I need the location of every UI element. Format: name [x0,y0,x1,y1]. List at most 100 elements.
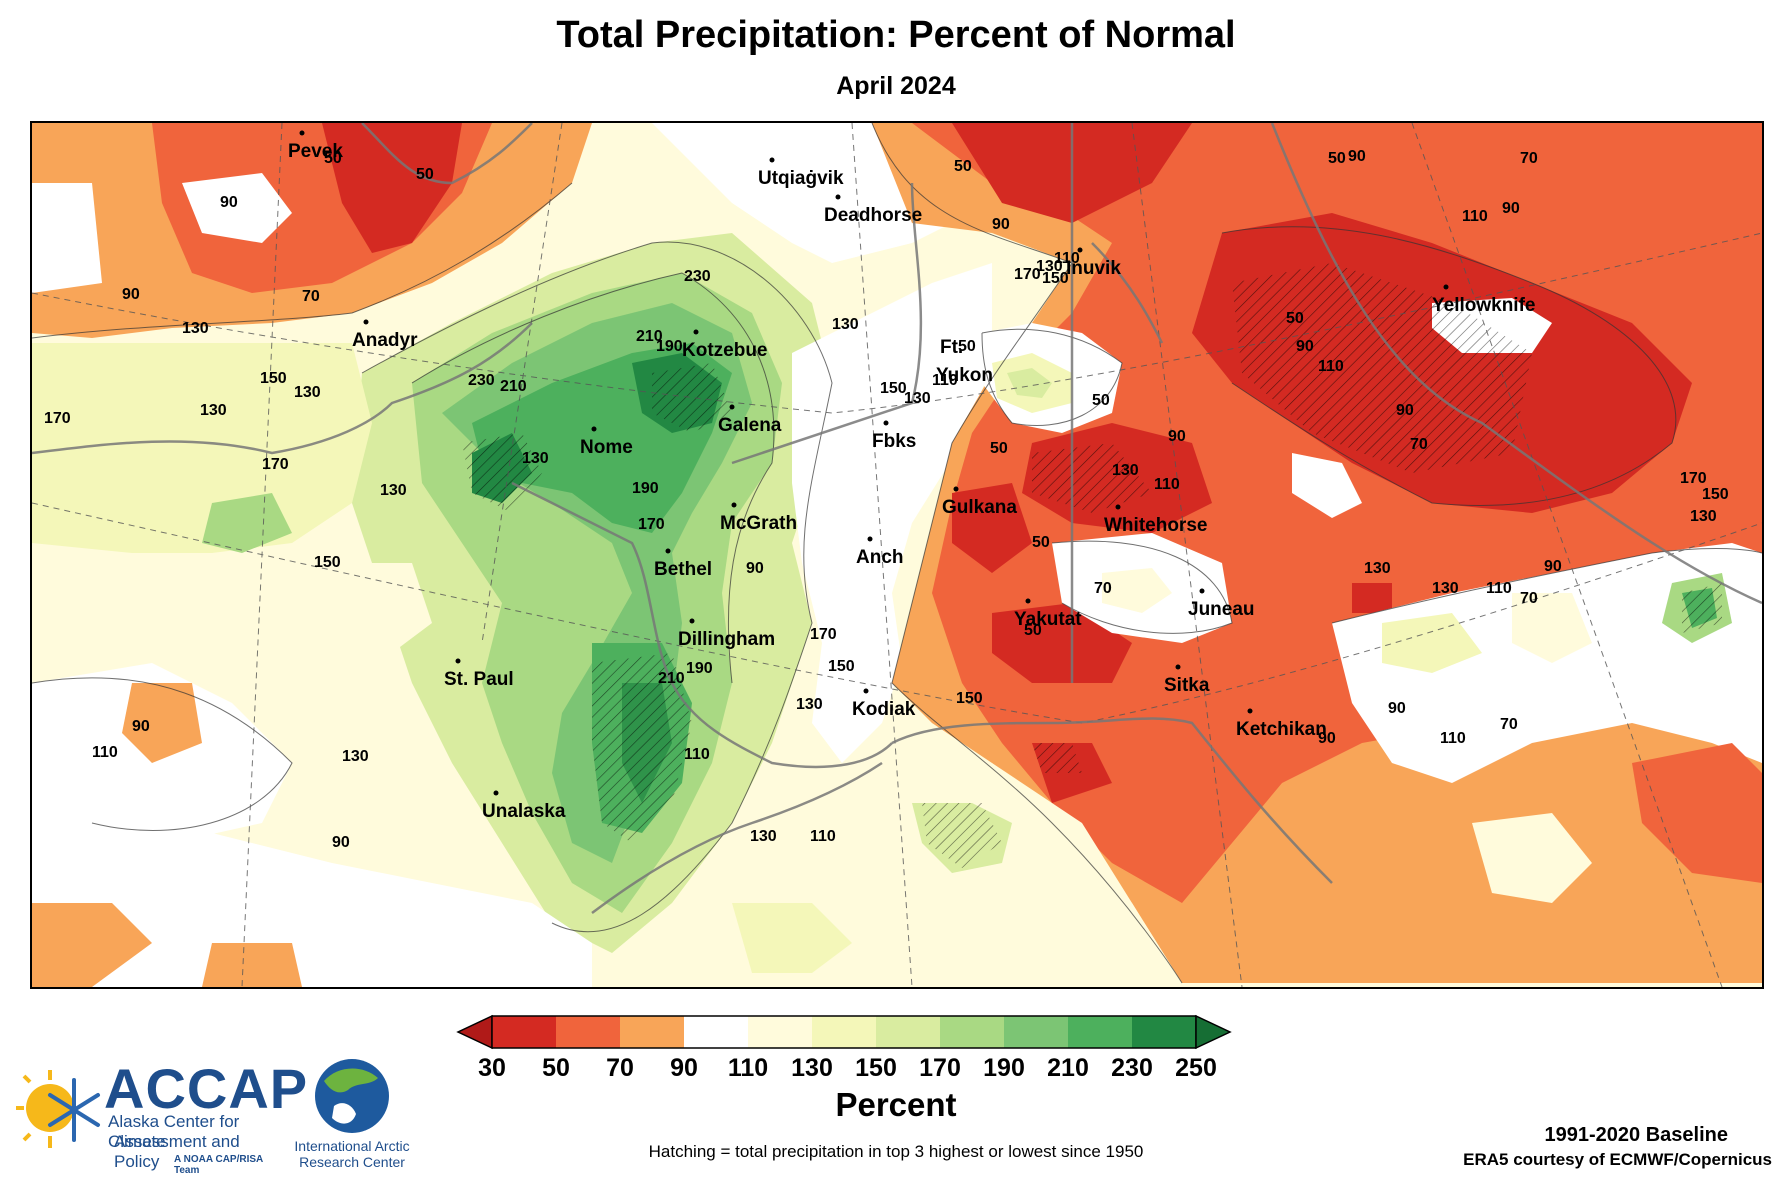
contour-label-90: 90 [1168,428,1186,445]
colorbar-title: Percent [835,1086,957,1123]
city-label-unalaska: Unalaska [482,801,566,822]
colorbar-tick-label: 250 [1175,1054,1217,1082]
city-label-kotzebue: Kotzebue [682,340,768,361]
city-marker [693,329,699,335]
contour-label-130: 130 [1690,508,1717,525]
colorbar-segment [492,1016,556,1048]
contour-label-50: 50 [1092,392,1110,409]
city-label-kodiak: Kodiak [852,699,916,720]
sun-snowflake-icon [16,1070,100,1148]
contour-label-50: 50 [1024,622,1042,639]
colorbar-segment [620,1016,684,1048]
contour-label-50: 50 [958,338,976,355]
contour-label-150: 150 [260,370,287,387]
contour-label-150: 150 [1042,270,1069,287]
colorbar [454,1012,1334,1057]
contour-label-90: 90 [746,560,764,577]
colorbar-segment [1068,1016,1132,1048]
city-label-gulkana: Gulkana [942,497,1017,518]
iarc-line2: Research Center [299,1154,405,1170]
contour-label-130: 130 [1432,580,1459,597]
contour-label-130: 130 [294,384,321,401]
contour-label-210: 210 [658,670,685,687]
accap-name: ACCAP [104,1057,309,1120]
city-label-inuvik: Inuvik [1066,258,1121,279]
contour-label-150: 150 [314,554,341,571]
contour-label-150: 150 [828,658,855,675]
colorbar-tick-label: 150 [855,1054,897,1082]
colorbar-segment [556,1016,620,1048]
city-label-bethel: Bethel [654,559,712,580]
contour-label-170: 170 [810,626,837,643]
city-marker [591,426,597,432]
city-label-ft: Ft. [940,337,963,358]
contour-label-190: 190 [656,338,683,355]
colorbar-tick-label: 190 [983,1054,1025,1082]
contour-label-170: 170 [1014,266,1041,283]
contour-label-170: 170 [1680,470,1707,487]
city-marker [299,130,305,136]
city-marker [689,618,695,624]
colorbar-tick-label: 130 [791,1054,833,1082]
city-marker [867,536,873,542]
city-label-nome: Nome [580,437,633,458]
contour-label-190: 190 [686,660,713,677]
contour-label-110: 110 [684,746,710,763]
contour-label-150: 150 [880,380,907,397]
city-label-whitehorse: Whitehorse [1104,515,1207,536]
contour-label-50: 50 [1286,310,1304,327]
contour-label-50: 50 [1328,150,1346,167]
contour-label-190: 190 [632,480,659,497]
contour-label-170: 170 [44,410,71,427]
contour-label-70: 70 [1094,580,1112,597]
contour-label-210: 210 [500,378,527,395]
city-marker [665,548,671,554]
city-label-sitka: Sitka [1164,675,1210,696]
contour-label-130: 130 [904,390,931,407]
precipitation-map: Pevek Utqiaġvik Deadhorse Inuvik Yellowknife… [30,121,1764,989]
contour-label-130: 130 [1036,258,1063,275]
city-label-mcgrath: McGrath [720,513,797,534]
contour-label-230: 230 [684,268,711,285]
contour-label-130: 130 [796,696,823,713]
contour-label-90: 90 [1296,338,1314,355]
map-title: Total Precipitation: Percent of Normal [556,14,1236,56]
contour-label-110: 110 [1462,208,1488,225]
contour-label-110: 110 [92,744,118,761]
contour-label-110: 110 [1440,730,1466,747]
colorbar-segment [1132,1016,1196,1048]
contour-label-130: 130 [1112,462,1139,479]
city-label-fbks: Fbks [872,431,916,452]
colorbar-tick-label: 170 [919,1054,961,1082]
colorbar-low-arrow [456,1014,493,1050]
city-label-pevek: Pevek [288,141,343,162]
contour-label-70: 70 [1410,436,1428,453]
colorbar-tick-label: 230 [1111,1054,1153,1082]
accap-tag: A NOAA CAP/RISA Team [174,1154,263,1176]
contour-label-150: 150 [956,690,983,707]
city-label-utqiagvik: Utqiaġvik [758,168,844,189]
contour-label-130: 130 [1364,560,1391,577]
city-marker [863,688,869,694]
city-marker [1115,504,1121,510]
city-marker [769,157,775,163]
baseline-text: 1991-2020 Baseline [1544,1124,1728,1146]
city-marker [455,658,461,664]
contour-label-70: 70 [302,288,320,305]
data-credit: ERA5 courtesy of ECMWF/Copernicus [1463,1150,1772,1169]
contour-label-110: 110 [1054,250,1080,267]
contour-label-90: 90 [992,216,1010,233]
city-marker [953,486,959,492]
colorbar-high-arrow [1195,1014,1232,1050]
contour-label-70: 70 [1520,590,1538,607]
colorbar-tick-label: 210 [1047,1054,1089,1082]
city-marker [729,404,735,410]
contour-label-130: 130 [832,316,859,333]
city-label-yakutat: Yakutat [1014,609,1082,630]
colorbar-tick-label: 90 [670,1054,698,1082]
city-marker [731,502,737,508]
hatching-note: Hatching = total precipitation in top 3 … [648,1142,1144,1161]
colorbar-tick-label: 30 [478,1054,506,1082]
contour-label-90: 90 [132,718,150,735]
city-label-yellowknife: Yellowknife [1432,295,1535,316]
